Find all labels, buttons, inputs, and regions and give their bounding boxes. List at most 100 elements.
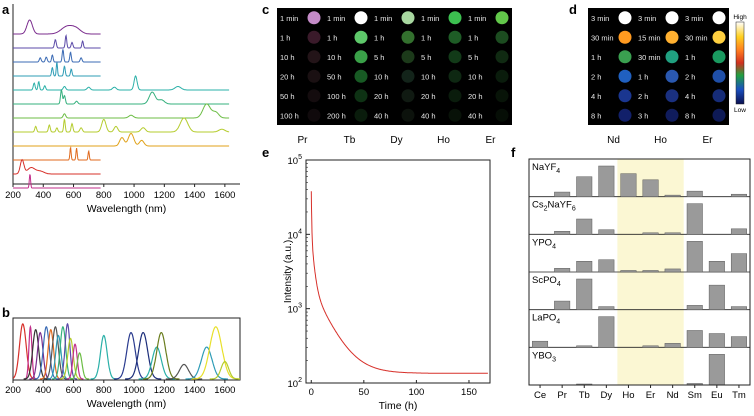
b-x-tick-label: 600 (66, 385, 82, 396)
b-band-line (191, 326, 240, 380)
b-frame (12, 317, 241, 381)
c-sample-spot (448, 108, 462, 122)
b-band-line (209, 360, 240, 380)
f-category-label: Sm (688, 390, 702, 401)
b-x-tick-label: 1400 (184, 385, 205, 396)
panel-label-a: a (2, 2, 10, 17)
a-spectrum-line (13, 75, 230, 91)
f-category-label: Er (646, 390, 656, 401)
d-time-label: 1 h (591, 53, 601, 62)
b-band-line (47, 334, 70, 380)
b-x-tick-label: 1000 (123, 385, 144, 396)
f-bar (598, 259, 615, 273)
a-x-tick-label: 200 (5, 190, 21, 201)
f-category-label: Ce (534, 390, 546, 401)
b-x-tick-label: 200 (5, 385, 21, 396)
c-sample-spot (495, 50, 509, 64)
c-sample-spot (495, 89, 509, 103)
a-x-tick-label: 1200 (154, 190, 175, 201)
a-x-tick-label: 600 (66, 190, 82, 201)
d-sample-spot (712, 50, 726, 64)
e-y-tick-base: 10 (288, 379, 299, 390)
b-band-line (125, 331, 162, 380)
a-spectrum-line (13, 158, 101, 175)
e-y-tick-base: 10 (288, 230, 299, 241)
panel-label-e: e (262, 145, 269, 160)
f-category-label: Ho (622, 390, 634, 401)
d-sample-spot (618, 108, 632, 122)
c-time-label: 1 min (421, 14, 439, 23)
f-bar (730, 228, 747, 235)
c-sample-spot (307, 108, 321, 122)
b-band-line (69, 352, 90, 380)
f-frame (528, 158, 751, 386)
f-bar (664, 194, 681, 197)
c-time-label: 50 h (327, 72, 342, 81)
d-sample-spot (712, 69, 726, 83)
f-bar (598, 316, 615, 348)
c-time-label: 50 h (280, 92, 295, 101)
d-time-label: 30 min (685, 33, 708, 42)
e-x-tick-label: 100 (408, 387, 424, 398)
d-sample-spot (665, 50, 679, 64)
d-sample-spot (618, 30, 632, 44)
f-bar (620, 270, 637, 273)
d-colorbar (735, 21, 745, 105)
d-sample-spot (618, 50, 632, 64)
b-band-line (165, 363, 203, 380)
e-x-tick-label: 150 (461, 387, 477, 398)
c-sample-spot (401, 11, 415, 25)
d-time-label: 3 min (638, 14, 656, 23)
c-time-label: 5 h (421, 53, 431, 62)
b-x-axis-label: Wavelength (nm) (87, 398, 167, 410)
e-x-tick-label: 0 (309, 387, 314, 398)
d-sample-spot (665, 89, 679, 103)
d-time-label: 3 min (591, 14, 609, 23)
panel-a-emission-spectra: 200 400 600 800 1000 1200 1400 1600 Wavelength (… (5, 4, 240, 215)
d-column-label: Nd (607, 135, 620, 146)
d-sample-spot (618, 69, 632, 83)
c-sample-spot (307, 30, 321, 44)
d-time-label: 4 h (591, 92, 601, 101)
a-x-axis-label: Wavelength (nm) (87, 203, 167, 215)
e-y-tick-label: 105 (288, 154, 303, 167)
a-x-tick-label: 400 (35, 190, 51, 201)
f-host-label-subscript: 4 (557, 281, 561, 288)
b-x-tick-label: 800 (96, 385, 112, 396)
d-colorbar-high-label: High (733, 14, 747, 21)
f-bar (686, 190, 703, 197)
b-band-line (24, 324, 37, 380)
c-time-label: 20 h (421, 92, 436, 101)
c-column-label: Tb (344, 135, 356, 146)
a-spectrum-line (13, 19, 101, 35)
f-bar (554, 191, 571, 197)
d-time-label: 3 min (685, 14, 703, 23)
c-time-label: 1 h (280, 33, 290, 42)
a-x-tick-label: 800 (96, 190, 112, 201)
c-column-label: Dy (390, 135, 402, 146)
c-sample-spot (354, 50, 368, 64)
f-bar (686, 203, 703, 235)
f-category-label: Pr (557, 390, 567, 401)
d-time-label: 1 h (638, 72, 648, 81)
c-sample-spot (354, 30, 368, 44)
c-time-label: 100 h (327, 92, 346, 101)
c-sample-spot (495, 69, 509, 83)
d-time-label: 2 h (685, 72, 695, 81)
f-host-label-subscript: 4 (552, 243, 556, 250)
b-band-line (90, 334, 118, 380)
d-time-label: 3 h (638, 111, 648, 120)
f-bar (708, 261, 725, 273)
c-time-label: 1 h (374, 33, 384, 42)
d-time-label: 8 h (591, 111, 601, 120)
d-sample-spot (712, 11, 726, 25)
c-time-label: 40 h (374, 111, 389, 120)
d-time-label: 15 min (638, 33, 661, 42)
c-time-label: 1 min (327, 14, 345, 23)
a-spectrum-line (13, 88, 230, 105)
f-bar (686, 241, 703, 273)
panel-b-normalized-spectra: 200 400 600 800 1000 1200 1400 1600 Wavelength (… (5, 317, 241, 410)
e-x-tick-label: 50 (359, 387, 370, 398)
